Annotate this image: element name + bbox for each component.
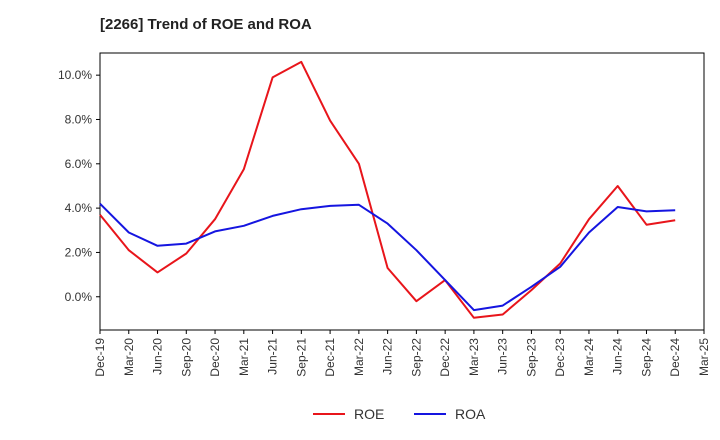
x-tick-label: Dec-19: [93, 338, 107, 377]
x-tick-label: Jun-24: [611, 338, 625, 375]
x-tick-label: Jun-22: [381, 338, 395, 375]
x-tick-label: Dec-23: [553, 338, 567, 377]
legend: ROE ROA: [313, 406, 486, 422]
x-tick-label: Jun-20: [151, 338, 165, 375]
x-tick-label: Dec-22: [438, 338, 452, 377]
x-tick-label: Dec-24: [668, 338, 682, 377]
x-tick-label: Dec-20: [208, 338, 222, 377]
y-tick-label: 0.0%: [65, 290, 93, 304]
x-tick-label: Mar-20: [122, 338, 136, 376]
x-tick-label: Mar-21: [237, 338, 251, 376]
y-tick-label: 6.0%: [65, 157, 93, 171]
x-tick-label: Mar-25: [697, 338, 711, 376]
x-tick-label: Mar-24: [582, 338, 596, 376]
y-tick-label: 2.0%: [65, 245, 93, 259]
x-tick-label: Jun-23: [496, 338, 510, 375]
x-tick-label: Mar-22: [352, 338, 366, 376]
y-tick-label: 8.0%: [65, 112, 93, 126]
x-tick-label: Sep-20: [179, 338, 193, 377]
axes: 0.0% 2.0% 4.0% 6.0% 8.0% 10.0% Dec-19 Mar-20 Jun…: [58, 52, 711, 377]
x-tick-label: Mar-23: [467, 338, 481, 376]
x-tick-label: Sep-23: [524, 338, 538, 377]
y-tick-label: 4.0%: [65, 201, 93, 215]
y-tick-label: 10.0%: [58, 68, 92, 82]
x-tick-label: Sep-22: [409, 338, 423, 377]
x-tick-label: Sep-24: [639, 338, 653, 377]
x-tick-label: Sep-21: [294, 338, 308, 377]
series-line-roa: [99, 202, 676, 312]
x-tick-label: Dec-21: [323, 338, 337, 377]
x-tick-label: Jun-21: [266, 338, 280, 375]
legend-label-roa: ROA: [455, 406, 486, 422]
legend-label-roe: ROE: [354, 406, 384, 422]
chart-title: [2266] Trend of ROE and ROA: [100, 16, 312, 33]
series-lines: [99, 60, 676, 319]
series-line-roe: [99, 60, 676, 319]
